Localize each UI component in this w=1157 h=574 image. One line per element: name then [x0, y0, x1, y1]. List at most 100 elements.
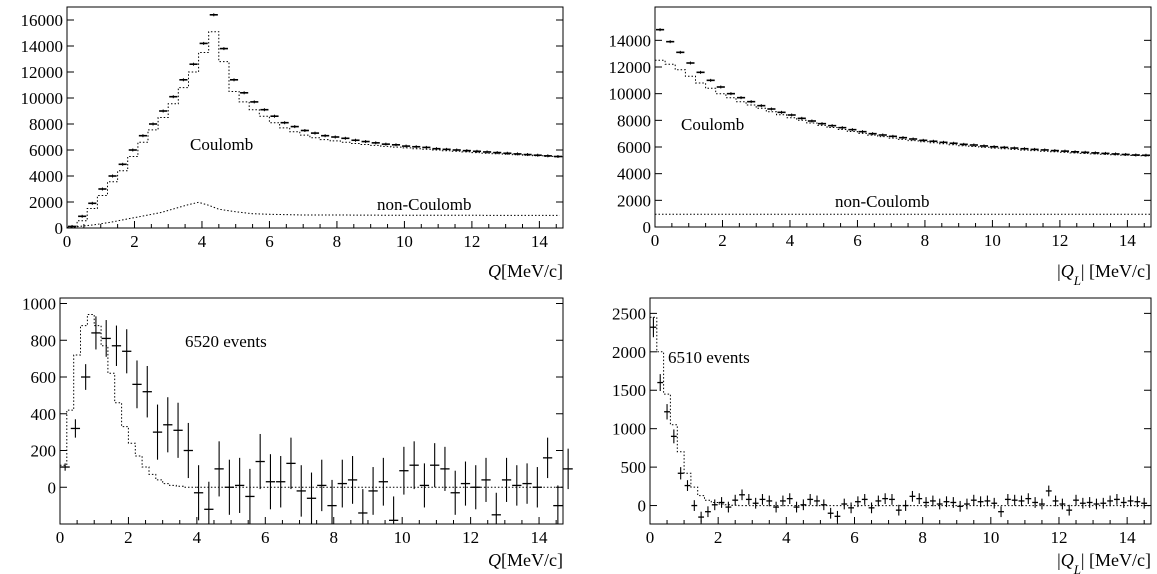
x-axis-label-part: Q [488, 261, 501, 281]
annotation: Coulomb [190, 135, 253, 154]
y-tick-label: 14000 [21, 37, 64, 56]
series-dotted-line [77, 201, 560, 228]
y-tick-label: 10000 [609, 85, 652, 104]
y-tick-label: 12000 [21, 63, 64, 82]
annotation: 6520 events [185, 332, 267, 351]
x-axis-label-part: [MeV/c] [501, 550, 563, 570]
x-tick-label: 10 [984, 231, 1001, 250]
y-tick-label: 0 [55, 219, 64, 238]
x-axis-label-part: Q [488, 550, 501, 570]
x-axis: 0 2 4 6 8 10 12 14 [63, 221, 557, 251]
x-tick-label: 4 [786, 231, 795, 250]
x-axis-label-part: | [MeV/c] [1081, 550, 1151, 570]
fit-histogram [67, 31, 563, 228]
series-dotted [655, 59, 1151, 157]
y-tick-label: 0 [643, 218, 652, 237]
y-tick-label: 2000 [29, 193, 63, 212]
x-axis: 0 2 4 6 8 10 12 14 [651, 220, 1145, 250]
x-axis-label: Q[MeV/c] [488, 550, 563, 570]
series-dotted [60, 314, 197, 488]
y-tick-label: 12000 [609, 58, 652, 77]
y-axis: 0 2000 4000 6000 8000 10000 12000 14000 16000 [21, 11, 563, 238]
x-axis-label-part: Q [1061, 550, 1074, 570]
x-axis-label-part: L [1073, 562, 1081, 574]
x-tick-label: 8 [918, 528, 927, 547]
y-tick-label: 200 [31, 442, 57, 461]
x-tick-label: 4 [198, 232, 207, 251]
x-tick-label: 2 [124, 528, 133, 547]
y-tick-label: 2000 [617, 191, 651, 210]
x-axis-label-part: | [1057, 550, 1061, 570]
x-tick-label: 14 [531, 232, 549, 251]
y-tick-label: 4000 [29, 167, 63, 186]
panel-tl: 0 2 4 6 8 10 12 14 0 2000 4000 6000 8000 10000 12000 14… [21, 6, 564, 281]
y-tick-label: 1000 [22, 295, 56, 314]
x-tick-label: 0 [63, 232, 72, 251]
y-tick-label: 800 [31, 331, 57, 350]
y-tick-label: 2500 [612, 304, 646, 323]
series-data [656, 28, 1150, 157]
x-tick-label: 2 [718, 231, 727, 250]
y-tick-label: 1000 [612, 420, 646, 439]
series-errorbars [60, 316, 573, 524]
panel-tr: 0 2 4 6 8 10 12 14 0 2000 4000 6000 8000 10000 12000 14… [609, 6, 1152, 288]
x-axis: 0 2 4 6 8 10 12 14 [646, 517, 1145, 547]
x-tick-label: 2 [130, 232, 139, 251]
annotation: Coulomb [681, 115, 744, 134]
x-axis-label-part: [MeV/c] [501, 261, 563, 281]
x-axis-label-part: L [1073, 273, 1081, 288]
x-axis-label: Q[MeV/c] [488, 261, 563, 281]
series-dotted [67, 31, 563, 228]
x-axis-label-part: | [1057, 261, 1061, 281]
x-tick-label: 6 [265, 232, 274, 251]
x-tick-label: 6 [853, 231, 862, 250]
plot-frame [654, 6, 1152, 228]
x-tick-label: 12 [463, 232, 480, 251]
y-axis: 0 200 400 600 800 1000 [22, 295, 563, 497]
y-axis: 0 2000 4000 6000 8000 10000 12000 14000 [609, 31, 1151, 237]
x-axis-label: |QL| [MeV/c] [1057, 550, 1151, 574]
x-tick-label: 12 [462, 528, 479, 547]
y-tick-label: 0 [48, 478, 57, 497]
y-tick-label: 1500 [612, 381, 646, 400]
x-tick-label: 6 [261, 528, 270, 547]
fit-curve [77, 201, 560, 228]
x-tick-label: 0 [56, 528, 65, 547]
x-tick-label: 12 [1050, 528, 1067, 547]
y-tick-label: 8000 [29, 115, 63, 134]
annotation: non-Coulomb [377, 195, 471, 214]
y-tick-label: 10000 [21, 89, 64, 108]
annotation: 6510 events [668, 348, 750, 367]
y-tick-label: 4000 [617, 165, 651, 184]
y-tick-label: 6000 [29, 141, 63, 160]
x-tick-label: 6 [850, 528, 859, 547]
panel-bl: 0 2 4 6 8 10 12 14 0 200 400 600 800 1000 Q[MeV/c] 6520… [22, 295, 573, 570]
y-axis: 0 500 1000 1500 2000 2500 [612, 304, 1151, 516]
y-tick-label: 14000 [609, 31, 652, 50]
x-tick-label: 4 [782, 528, 791, 547]
x-tick-label: 4 [193, 528, 202, 547]
fit-histogram [655, 59, 1151, 157]
x-axis-label-part: Q [1061, 261, 1074, 281]
x-tick-label: 14 [1119, 528, 1137, 547]
x-axis-label: |QL| [MeV/c] [1057, 261, 1151, 288]
panel-br: 0 2 4 6 8 10 12 14 0 500 1000 1500 2000 2500 |QL| [MeV… [612, 297, 1152, 574]
series-data [68, 13, 562, 228]
x-tick-label: 0 [646, 528, 655, 547]
x-tick-label: 2 [714, 528, 723, 547]
plot-frame [649, 297, 1152, 525]
y-tick-label: 500 [621, 458, 647, 477]
y-tick-label: 6000 [617, 138, 651, 157]
plot-frame [66, 6, 564, 229]
y-tick-label: 600 [31, 368, 57, 387]
x-tick-label: 10 [982, 528, 999, 547]
x-axis-label-part: | [MeV/c] [1081, 261, 1151, 281]
y-tick-label: 8000 [617, 111, 651, 130]
x-tick-label: 8 [329, 528, 338, 547]
x-tick-label: 0 [651, 231, 660, 250]
x-tick-label: 12 [1051, 231, 1068, 250]
series-errorbars [650, 317, 1148, 523]
y-tick-label: 16000 [21, 11, 64, 30]
y-tick-label: 400 [31, 405, 57, 424]
